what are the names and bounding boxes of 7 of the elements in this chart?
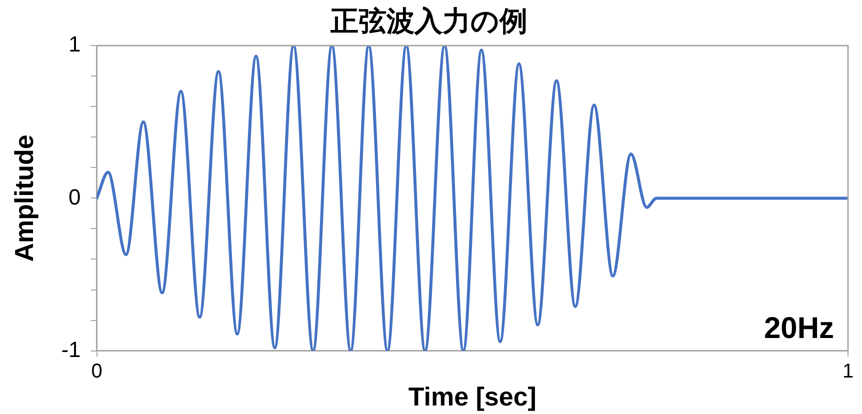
x-axis-title: Time [sec]: [408, 382, 536, 412]
annotation: 20Hz: [764, 312, 834, 346]
y-tick-label: -1: [61, 336, 81, 362]
y-tick-label: 0: [68, 184, 81, 210]
chart-title: 正弦波入力の例: [330, 6, 528, 37]
y-axis-title: Amplitude: [8, 134, 39, 262]
y-tick-label: 1: [68, 32, 81, 57]
